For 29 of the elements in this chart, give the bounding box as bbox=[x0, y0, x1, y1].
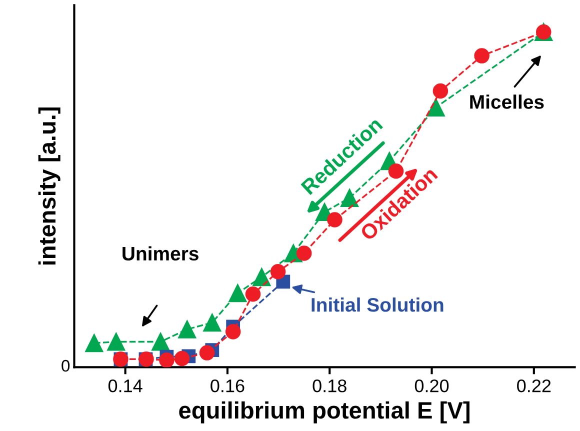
point bbox=[203, 314, 222, 332]
annotation: Unimers bbox=[122, 246, 198, 261]
point bbox=[178, 320, 196, 338]
point bbox=[152, 332, 170, 351]
x-tick-label: 0.18 bbox=[312, 379, 346, 392]
x-tick-label: 0.22 bbox=[517, 379, 551, 392]
point bbox=[174, 350, 190, 366]
point bbox=[426, 98, 445, 116]
x-tick-label: 0.16 bbox=[210, 379, 244, 392]
point bbox=[228, 284, 247, 302]
annotation: Initial Solution bbox=[312, 297, 444, 312]
point bbox=[296, 246, 312, 261]
point bbox=[225, 324, 241, 340]
point bbox=[474, 48, 490, 64]
point bbox=[252, 268, 271, 286]
x-tick-label: 0.20 bbox=[414, 379, 449, 392]
annotation: Micelles bbox=[470, 94, 544, 109]
text: 0 bbox=[62, 360, 70, 372]
point bbox=[270, 264, 286, 280]
x-tick-label: 0.14 bbox=[108, 379, 142, 392]
x-axis-title: equilibrium potential E [V] bbox=[179, 401, 470, 424]
point bbox=[245, 286, 261, 302]
point bbox=[199, 345, 215, 360]
point bbox=[159, 352, 174, 368]
point bbox=[432, 83, 448, 99]
point bbox=[107, 332, 126, 351]
y-axis-title: intensity [a.u.] bbox=[38, 107, 60, 265]
point bbox=[85, 334, 104, 352]
point bbox=[327, 212, 342, 228]
